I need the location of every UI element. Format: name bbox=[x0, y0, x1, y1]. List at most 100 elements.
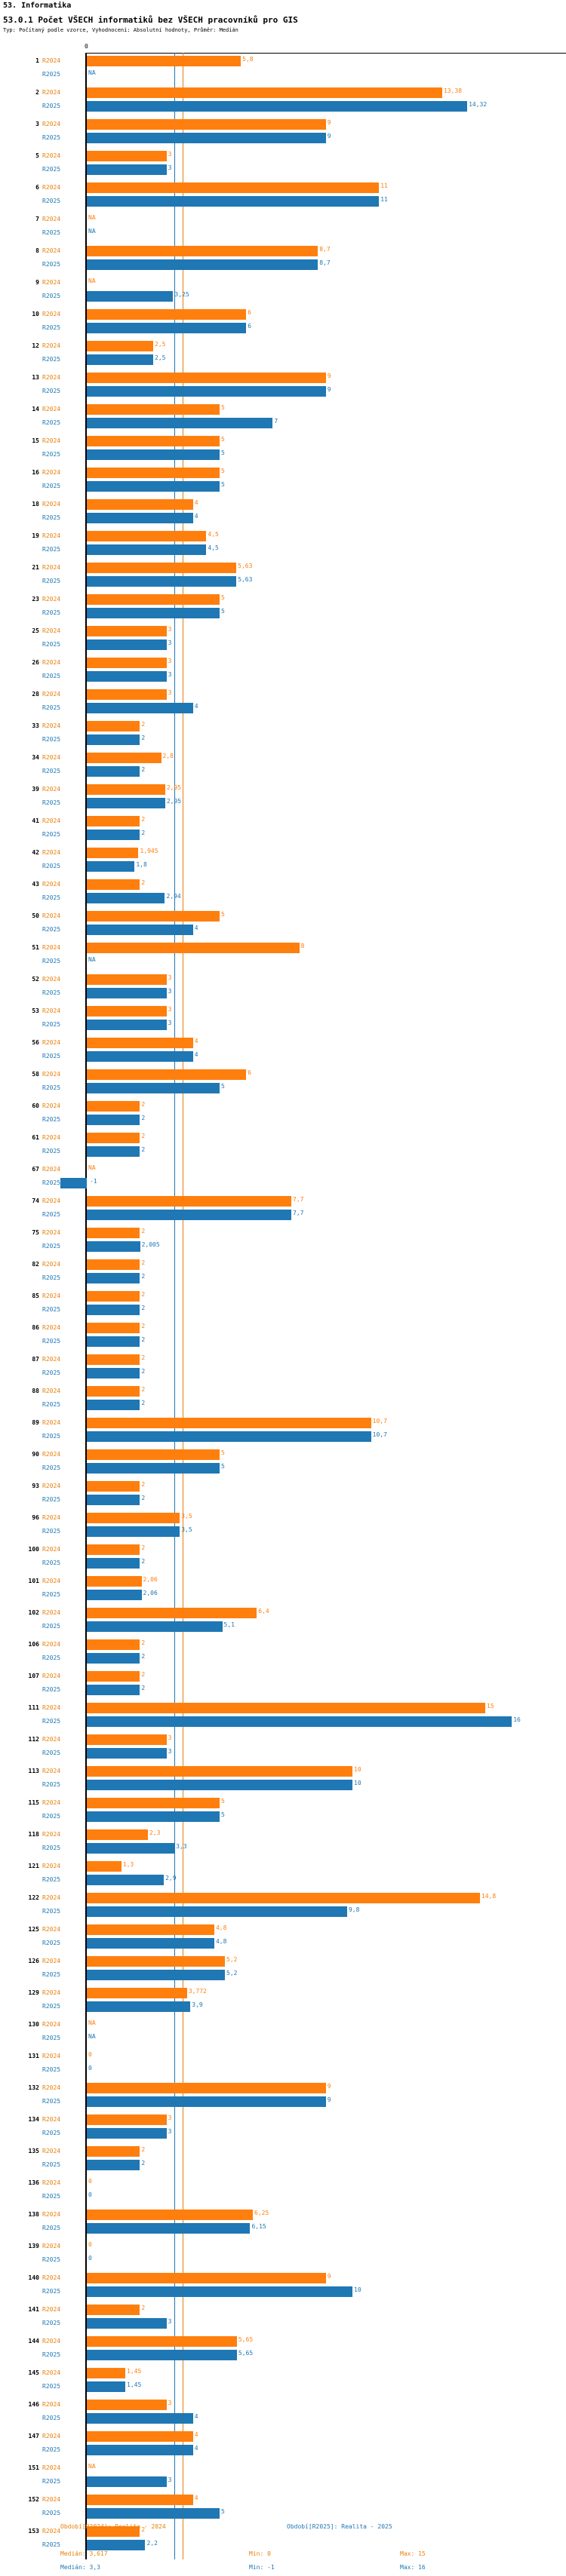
category-label: 86 bbox=[32, 1324, 39, 1331]
bar-2024 bbox=[87, 1323, 140, 1333]
value-label-2025: 5 bbox=[221, 2508, 225, 2515]
bar-2025 bbox=[87, 418, 273, 428]
value-label-2024: NA bbox=[88, 2019, 96, 2026]
bar-2025 bbox=[87, 1685, 140, 1695]
value-label-2025: 2 bbox=[141, 1115, 146, 1121]
value-label-2024: 2,3 bbox=[149, 1829, 161, 1836]
bar-2024 bbox=[87, 1418, 371, 1428]
bar-2024 bbox=[87, 531, 207, 541]
bar-group: 51 R2024 8 R2025 NA bbox=[0, 940, 566, 971]
series-label-2025: R2025 bbox=[42, 514, 61, 521]
bar-group: 13 R2024 9 R2025 9 bbox=[0, 370, 566, 401]
bar-2024 bbox=[87, 1291, 140, 1302]
series-label-2025: R2025 bbox=[42, 1274, 61, 1281]
bar-2025 bbox=[87, 671, 167, 682]
series-label-2025: R2025 bbox=[42, 2098, 61, 2105]
series-label-2025: R2025 bbox=[42, 1211, 61, 1218]
value-label-2024: 11 bbox=[380, 182, 388, 189]
category-label: 19 bbox=[32, 532, 39, 539]
series-label-2025: R2025 bbox=[42, 1654, 61, 1661]
bar-2024 bbox=[87, 468, 220, 478]
value-label-2025: 6,15 bbox=[251, 2223, 266, 2230]
bar-2024 bbox=[87, 1513, 180, 1523]
value-label-2025: 3 bbox=[168, 1748, 172, 1755]
value-label-2024: 2 bbox=[141, 1291, 146, 1298]
bar-2025 bbox=[87, 861, 135, 872]
bar-2024 bbox=[87, 911, 220, 922]
value-label-2024: 3 bbox=[168, 1734, 172, 1741]
page-title: 53.0.1 Počet VŠECH informatiků bez VŠECH… bbox=[3, 15, 298, 25]
series-label-2025: R2025 bbox=[42, 1401, 61, 1408]
value-label-2024: 13,38 bbox=[443, 87, 463, 94]
series-label-2025: R2025 bbox=[42, 704, 61, 711]
category-label: 140 bbox=[28, 2274, 39, 2281]
bar-group: 125 R2024 4,8 R2025 4,8 bbox=[0, 1921, 566, 1953]
value-label-2025: 3 bbox=[168, 1020, 172, 1026]
series-label-2025: R2025 bbox=[42, 103, 61, 109]
series-label-2024: R2024 bbox=[42, 2148, 61, 2154]
category-label: 146 bbox=[28, 2401, 39, 2408]
bar-group: 129 R2024 3,772 R2025 3,9 bbox=[0, 1985, 566, 2016]
value-label-2024: 4 bbox=[194, 1038, 198, 1044]
bar-2024 bbox=[87, 151, 167, 161]
category-label: 106 bbox=[28, 1641, 39, 1648]
bar-2025 bbox=[87, 576, 237, 587]
category-label: 14 bbox=[32, 406, 39, 412]
category-label: 25 bbox=[32, 627, 39, 634]
value-label-2024: 2 bbox=[141, 1639, 146, 1646]
bar-2024 bbox=[87, 1386, 140, 1397]
category-label: 51 bbox=[32, 944, 39, 951]
series-label-2025: R2025 bbox=[42, 1338, 61, 1345]
value-label-2024: 6,25 bbox=[254, 2210, 269, 2216]
value-label-2024: 0 bbox=[88, 2178, 92, 2185]
median-line-2025 bbox=[174, 53, 176, 2559]
bar-2024 bbox=[87, 2495, 193, 2505]
bar-2024 bbox=[87, 1006, 167, 1017]
bar-2025 bbox=[87, 1463, 220, 1474]
bar-group: 126 R2024 5,2 R2025 5,2 bbox=[0, 1953, 566, 1985]
value-label-2025: 2 bbox=[141, 1273, 146, 1280]
category-label: 126 bbox=[28, 1958, 39, 1964]
category-label: 113 bbox=[28, 1768, 39, 1774]
series-label-2025: R2025 bbox=[42, 198, 61, 204]
bar-group: 60 R2024 2 R2025 2 bbox=[0, 1098, 566, 1130]
bar-group: 85 R2024 2 R2025 2 bbox=[0, 1288, 566, 1320]
value-label-2025: 5 bbox=[221, 1811, 225, 1818]
series-label-2025: R2025 bbox=[42, 1686, 61, 1693]
value-label-2024: 6,4 bbox=[258, 1608, 269, 1615]
bar-group: 16 R2024 5 R2025 5 bbox=[0, 465, 566, 496]
section-title: 53. Informatika bbox=[3, 2, 72, 10]
value-label-2024: 2 bbox=[141, 721, 146, 728]
value-label-2024: NA bbox=[88, 278, 96, 284]
series-label-2025: R2025 bbox=[42, 451, 61, 458]
bar-group: 93 R2024 2 R2025 2 bbox=[0, 1478, 566, 1510]
category-label: 43 bbox=[32, 881, 39, 888]
series-label-2025: R2025 bbox=[42, 1908, 61, 1915]
bar-group: 2 R2024 13,38 R2025 14,32 bbox=[0, 84, 566, 116]
bar-group: 96 R2024 3,5 R2025 3,5 bbox=[0, 1510, 566, 1541]
bar-2024 bbox=[87, 1893, 480, 1903]
category-label: 112 bbox=[28, 1736, 39, 1743]
value-label-2025: 5 bbox=[221, 449, 225, 456]
bar-2024 bbox=[87, 1829, 148, 1840]
value-label-2025: 11 bbox=[380, 196, 388, 203]
series-label-2025: R2025 bbox=[42, 166, 61, 173]
value-label-2024: 14,8 bbox=[481, 1893, 497, 1900]
value-label-2025: 5,63 bbox=[238, 576, 253, 583]
category-label: 60 bbox=[32, 1102, 39, 1109]
series-label-2024: R2024 bbox=[42, 1989, 61, 1996]
bar-2025 bbox=[87, 2160, 140, 2170]
series-label-2025: R2025 bbox=[42, 229, 61, 236]
bar-2025 bbox=[87, 2128, 167, 2139]
value-label-2025: 2,95 bbox=[166, 798, 182, 805]
series-label-2025: R2025 bbox=[42, 799, 61, 806]
value-label-2025: 10 bbox=[354, 2286, 361, 2293]
category-label: 33 bbox=[32, 722, 39, 729]
bar-group: 115 R2024 5 R2025 5 bbox=[0, 1795, 566, 1826]
bar-group: 41 R2024 2 R2025 2 bbox=[0, 813, 566, 845]
value-label-2025: 3,3 bbox=[176, 1843, 187, 1850]
bar-group: 61 R2024 2 R2025 2 bbox=[0, 1130, 566, 1161]
bar-group: 151 R2024 NA R2025 3 bbox=[0, 2460, 566, 2492]
bar-2024 bbox=[87, 1956, 226, 1967]
chart-subtitle: Typ: Počítaný podle vzorce, Vyhodnocení:… bbox=[3, 27, 238, 33]
